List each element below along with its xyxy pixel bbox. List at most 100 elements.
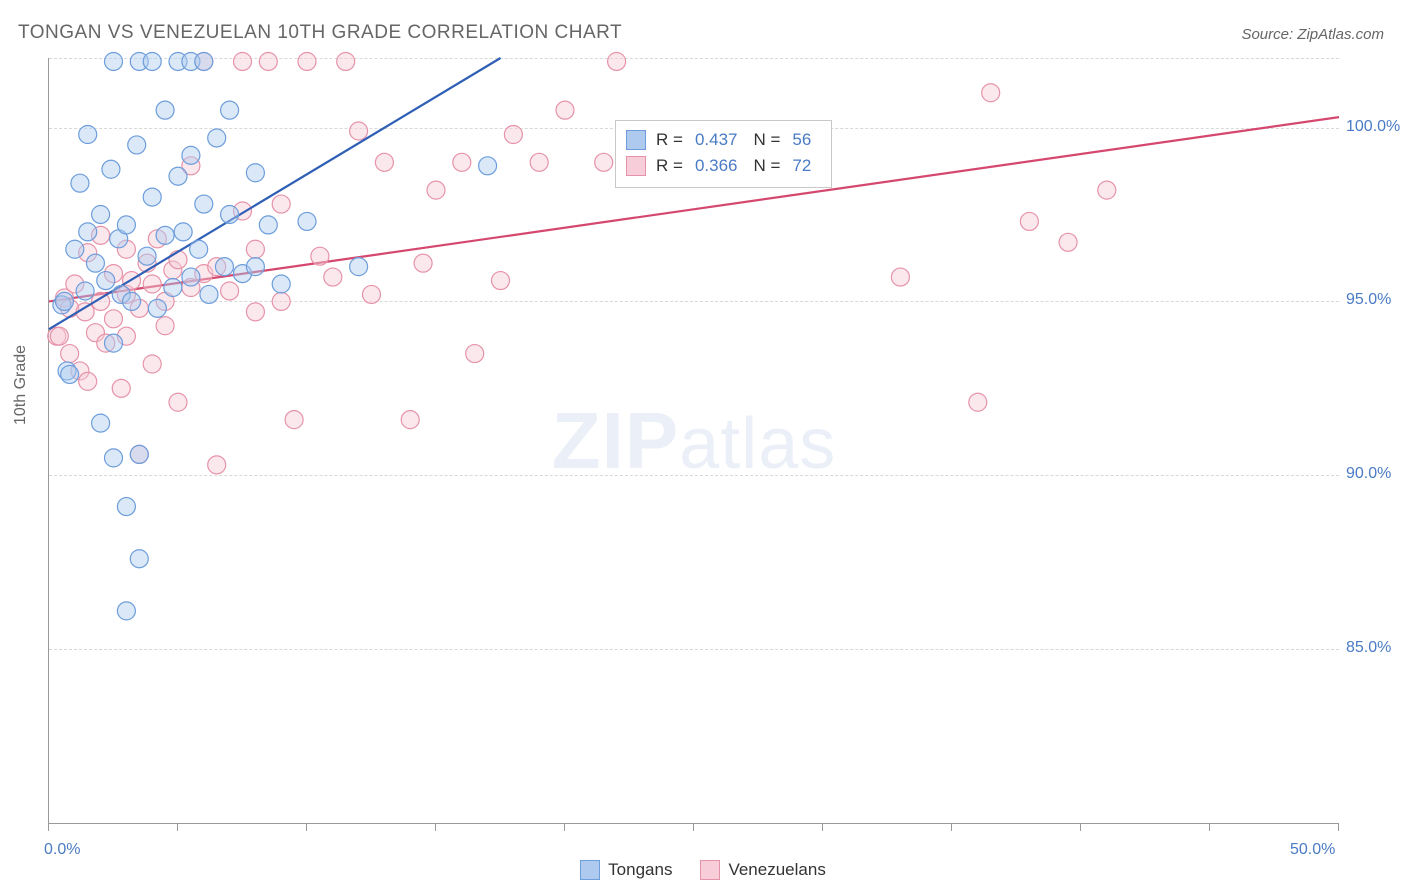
r-value-tongans: 0.437 (695, 127, 738, 153)
data-point (595, 153, 613, 171)
data-point (130, 445, 148, 463)
legend-item-venezuelans: Venezuelans (700, 860, 825, 880)
data-point (259, 52, 277, 70)
data-point (272, 275, 290, 293)
data-point (401, 411, 419, 429)
r-value-venezuelans: 0.366 (695, 153, 738, 179)
data-point (982, 84, 1000, 102)
data-point (414, 254, 432, 272)
x-tick-label: 0.0% (44, 841, 80, 859)
data-point (61, 365, 79, 383)
data-point (92, 414, 110, 432)
y-tick-label: 85.0% (1346, 639, 1391, 657)
data-point (246, 258, 264, 276)
data-point (298, 212, 316, 230)
data-point (164, 279, 182, 297)
data-point (117, 498, 135, 516)
data-point (61, 345, 79, 363)
data-point (55, 292, 73, 310)
swatch-venezuelans-icon (626, 156, 646, 176)
source-label: Source: ZipAtlas.com (1241, 26, 1384, 43)
data-point (891, 268, 909, 286)
data-point (143, 188, 161, 206)
data-point (556, 101, 574, 119)
x-tick-label: 50.0% (1290, 841, 1335, 859)
data-point (221, 282, 239, 300)
data-point (182, 268, 200, 286)
data-point (117, 216, 135, 234)
swatch-tongans-icon (580, 860, 600, 880)
legend-label-tongans: Tongans (608, 860, 672, 880)
n-value-venezuelans: 72 (792, 153, 811, 179)
swatch-venezuelans-icon (700, 860, 720, 880)
y-tick-label: 90.0% (1346, 465, 1391, 483)
data-point (1020, 212, 1038, 230)
data-point (128, 136, 146, 154)
data-point (97, 272, 115, 290)
data-point (105, 334, 123, 352)
data-point (92, 205, 110, 223)
swatch-tongans-icon (626, 130, 646, 150)
data-point (182, 146, 200, 164)
data-point (76, 282, 94, 300)
data-point (285, 411, 303, 429)
data-point (130, 550, 148, 568)
data-point (504, 126, 522, 144)
data-point (156, 101, 174, 119)
n-value-tongans: 56 (792, 127, 811, 153)
data-point (298, 52, 316, 70)
data-point (466, 345, 484, 363)
data-point (350, 258, 368, 276)
data-point (375, 153, 393, 171)
data-point (453, 153, 471, 171)
data-point (530, 153, 548, 171)
data-point (123, 292, 141, 310)
y-tick-label: 100.0% (1346, 118, 1400, 136)
data-point (79, 126, 97, 144)
y-tick-label: 95.0% (1346, 291, 1391, 309)
data-point (234, 52, 252, 70)
data-point (215, 258, 233, 276)
data-point (608, 52, 626, 70)
data-point (156, 317, 174, 335)
data-point (105, 449, 123, 467)
data-point (208, 456, 226, 474)
data-point (1059, 233, 1077, 251)
data-point (50, 327, 68, 345)
data-point (195, 195, 213, 213)
data-point (79, 223, 97, 241)
data-point (311, 247, 329, 265)
data-point (117, 602, 135, 620)
data-point (169, 167, 187, 185)
data-point (169, 251, 187, 269)
legend-item-tongans: Tongans (580, 860, 672, 880)
data-point (221, 101, 239, 119)
data-point (246, 303, 264, 321)
legend-label-venezuelans: Venezuelans (728, 860, 825, 880)
data-point (190, 240, 208, 258)
data-point (66, 240, 84, 258)
data-point (363, 285, 381, 303)
data-point (195, 52, 213, 70)
data-point (208, 129, 226, 147)
data-point (105, 310, 123, 328)
data-point (1098, 181, 1116, 199)
data-point (138, 247, 156, 265)
legend-stats-row-venezuelans: R = 0.366 N = 72 (626, 153, 817, 179)
data-point (272, 292, 290, 310)
data-point (969, 393, 987, 411)
data-point (148, 299, 166, 317)
data-point (337, 52, 355, 70)
data-point (492, 272, 510, 290)
data-point (143, 275, 161, 293)
data-point (200, 285, 218, 303)
data-point (272, 195, 290, 213)
data-point (174, 223, 192, 241)
data-point (105, 52, 123, 70)
data-point (479, 157, 497, 175)
chart-title: TONGAN VS VENEZUELAN 10TH GRADE CORRELAT… (18, 22, 622, 44)
data-point (350, 122, 368, 140)
data-point (79, 372, 97, 390)
chart-container: TONGAN VS VENEZUELAN 10TH GRADE CORRELAT… (0, 0, 1406, 892)
data-point (143, 355, 161, 373)
